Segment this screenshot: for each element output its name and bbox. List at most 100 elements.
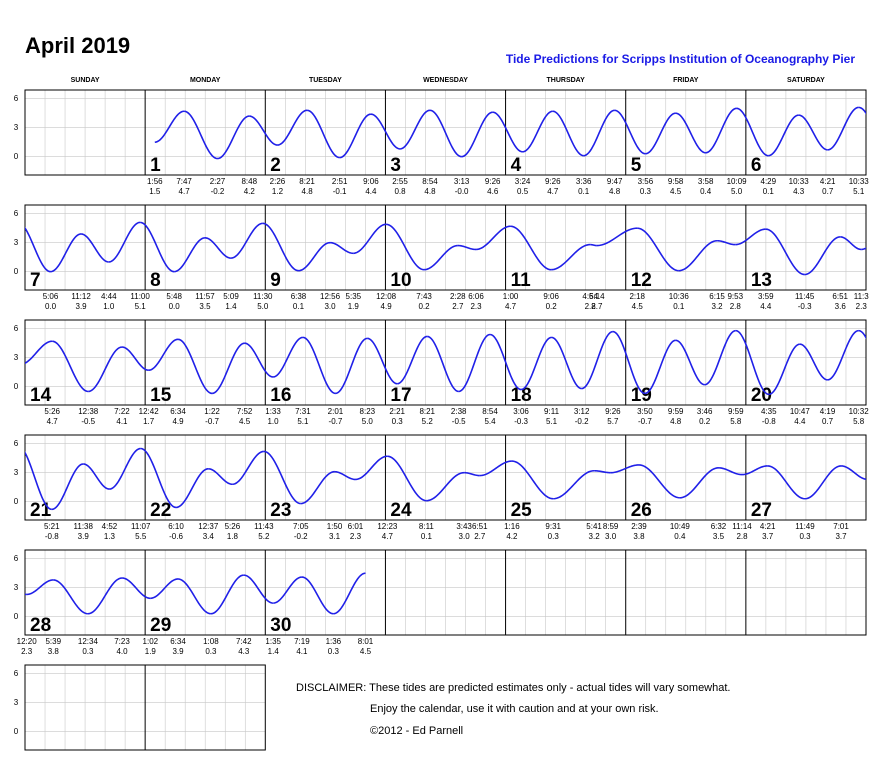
y-tick-label: 0 bbox=[14, 267, 19, 276]
tide-time: 8:48 bbox=[241, 177, 257, 186]
tide-height: 0.3 bbox=[799, 532, 811, 541]
tide-time: 7:19 bbox=[294, 637, 310, 646]
tide-time: 9:06 bbox=[363, 177, 379, 186]
tide-curve bbox=[177, 338, 213, 395]
tide-time: 8:21 bbox=[299, 177, 315, 186]
tide-height: 5.5 bbox=[135, 532, 147, 541]
tide-time: 6:34 bbox=[170, 637, 186, 646]
tide-height: 4.6 bbox=[487, 187, 499, 196]
tide-height: 4.0 bbox=[116, 647, 128, 656]
tide-curve bbox=[423, 244, 458, 271]
tide-height: 4.7 bbox=[179, 187, 191, 196]
tide-height: 3.0 bbox=[605, 532, 617, 541]
tide-time: 11:12 bbox=[71, 292, 91, 301]
tide-curve bbox=[183, 110, 218, 160]
tide-height: 5.0 bbox=[362, 417, 374, 426]
tide-height: 0.3 bbox=[548, 532, 560, 541]
tide-curve bbox=[243, 574, 274, 604]
tide-time: 9:11 bbox=[544, 407, 560, 416]
tide-height: 3.4 bbox=[203, 532, 215, 541]
tide-height: 0.0 bbox=[169, 302, 181, 311]
tide-height: 4.4 bbox=[794, 417, 806, 426]
day-number: 10 bbox=[390, 270, 411, 291]
tide-curve bbox=[827, 329, 859, 381]
tide-curve bbox=[80, 233, 109, 263]
tide-time: 8:23 bbox=[360, 407, 376, 416]
tide-time: 2:18 bbox=[629, 292, 645, 301]
tide-curve bbox=[551, 243, 591, 271]
tide-time: 7:23 bbox=[114, 637, 130, 646]
tide-height: 4.8 bbox=[424, 187, 436, 196]
tide-height: 3.5 bbox=[199, 302, 211, 311]
tide-curve bbox=[429, 109, 462, 158]
tide-curve bbox=[367, 337, 398, 385]
tide-height: 4.7 bbox=[505, 302, 517, 311]
tide-curve bbox=[644, 339, 676, 395]
tide-height: 4.9 bbox=[381, 302, 393, 311]
tide-time: 6:51 bbox=[832, 292, 848, 301]
tide-time: 3:59 bbox=[758, 292, 774, 301]
tide-height: 5.0 bbox=[257, 302, 269, 311]
tide-time: 2:55 bbox=[392, 177, 408, 186]
tide-time: 11:14 bbox=[732, 522, 752, 531]
tide-curve bbox=[736, 107, 769, 157]
tide-time: 5:06 bbox=[43, 292, 59, 301]
tide-curve bbox=[841, 465, 866, 481]
tide-time: 5:35 bbox=[346, 292, 362, 301]
tide-curve bbox=[475, 225, 511, 251]
tide-height: 0.2 bbox=[418, 302, 430, 311]
tide-time: 6:15 bbox=[709, 292, 725, 301]
tide-curve bbox=[717, 239, 736, 246]
tide-curve bbox=[427, 335, 459, 393]
tide-time: 2:26 bbox=[270, 177, 286, 186]
tide-height: 1.8 bbox=[227, 532, 239, 541]
tide-curve bbox=[399, 109, 431, 150]
tide-height: 2.8 bbox=[585, 302, 597, 311]
y-tick-label: 0 bbox=[14, 382, 19, 391]
tide-time: 1:22 bbox=[204, 407, 220, 416]
tide-curve bbox=[272, 336, 304, 378]
tide-height: 0.5 bbox=[517, 187, 529, 196]
tide-time: 7:43 bbox=[416, 292, 432, 301]
tide-time: 3:06 bbox=[513, 407, 529, 416]
tide-height: 0.4 bbox=[700, 187, 712, 196]
tide-time: 4:35 bbox=[761, 407, 777, 416]
tide-height: 4.7 bbox=[382, 532, 394, 541]
tide-height: 5.2 bbox=[258, 532, 270, 541]
tide-curve bbox=[210, 574, 244, 615]
tide-height: 4.9 bbox=[172, 417, 184, 426]
week-box bbox=[24, 89, 867, 176]
day-number: 11 bbox=[511, 270, 532, 291]
tide-time: 5:41 bbox=[586, 522, 602, 531]
tide-time: 3:46 bbox=[697, 407, 713, 416]
tide-curve bbox=[552, 110, 584, 157]
tide-curve bbox=[301, 576, 334, 615]
day-number: 21 bbox=[30, 500, 52, 521]
tide-curve bbox=[204, 237, 232, 259]
tide-height: 0.7 bbox=[822, 187, 834, 196]
tide-time: 5:48 bbox=[166, 292, 182, 301]
y-tick-label: 6 bbox=[14, 324, 19, 333]
tide-time: 2:21 bbox=[389, 407, 405, 416]
tide-curve bbox=[520, 336, 552, 391]
tide-time: 12:08 bbox=[376, 292, 397, 301]
y-tick-label: 0 bbox=[14, 727, 19, 736]
tide-curve bbox=[25, 340, 53, 365]
tide-height: 0.2 bbox=[546, 302, 558, 311]
tide-time: 12:42 bbox=[139, 407, 160, 416]
tide-height: 4.4 bbox=[365, 187, 377, 196]
day-number: 8 bbox=[150, 270, 161, 291]
tide-height: 3.7 bbox=[835, 532, 847, 541]
tide-time: 9:26 bbox=[605, 407, 621, 416]
tide-curve bbox=[53, 579, 88, 615]
tide-time: 12:37 bbox=[198, 522, 219, 531]
y-tick-label: 0 bbox=[14, 497, 19, 506]
day-number: 29 bbox=[150, 615, 171, 636]
tide-curve bbox=[387, 455, 427, 502]
tide-height: -0.5 bbox=[452, 417, 466, 426]
tide-curve bbox=[464, 471, 480, 477]
tide-height: 2.8 bbox=[736, 532, 748, 541]
tide-height: 2.7 bbox=[474, 532, 486, 541]
weekday: FRIDAY bbox=[673, 77, 699, 84]
tide-time: 1:35 bbox=[265, 637, 281, 646]
